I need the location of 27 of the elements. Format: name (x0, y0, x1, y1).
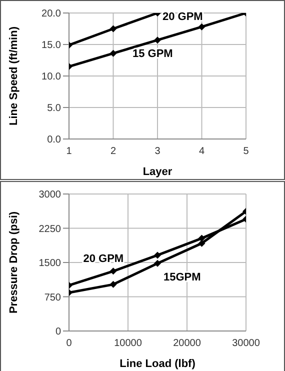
x-tick-label: 1 (66, 146, 72, 158)
x-tick-label: 2 (110, 146, 116, 158)
y-tick-label: 1500 (38, 258, 62, 270)
x-tick-label: 0 (66, 338, 72, 350)
x-axis-title: Layer (142, 166, 173, 178)
x-tick-label: 10000 (114, 338, 142, 350)
x-tick-label: 20000 (173, 338, 202, 350)
y-axis-title: Pressure Drop (psi) (8, 211, 20, 314)
series-label: 15GPM (164, 271, 201, 284)
x-tick-label: 3 (154, 146, 161, 158)
series-label: 15 GPM (132, 48, 173, 60)
x-tick-label: 30000 (232, 338, 260, 350)
x-axis-title: Line Load (lbf) (120, 358, 196, 370)
y-tick-label: 3000 (38, 190, 62, 201)
x-tick-label: 5 (243, 146, 250, 158)
y-tick-label: 0 (55, 326, 62, 338)
y-tick-label: 20.0 (42, 8, 62, 20)
y-tick-label: 5.0 (47, 103, 62, 114)
y-axis-title: Line Speed (ft/min) (8, 26, 20, 126)
y-tick-label: 2250 (38, 224, 62, 235)
series-label: 20 GPM (83, 253, 124, 266)
y-tick-label: 0.0 (47, 134, 62, 146)
series-label: 20 GPM (162, 11, 203, 23)
y-tick-label: 15.0 (42, 40, 62, 52)
y-tick-label: 10.0 (42, 72, 62, 83)
y-tick-label: 750 (44, 292, 62, 304)
x-tick-label: 4 (198, 146, 205, 158)
